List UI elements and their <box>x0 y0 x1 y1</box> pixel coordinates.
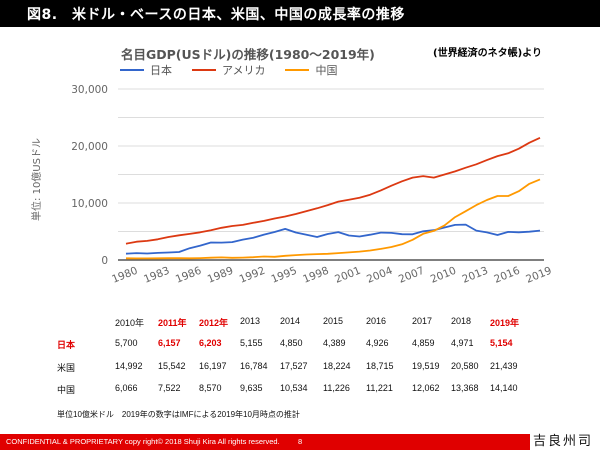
table-row-label: 米国 <box>57 363 76 373</box>
table-column-header: 2013 <box>240 316 261 326</box>
page-title: 図8. 米ドル・ベースの日本、米国、中国の成長率の推移 <box>27 7 405 23</box>
table-cell: 16,784 <box>240 361 268 371</box>
series-line-usa <box>125 136 541 245</box>
title-bar: 図8. 米ドル・ベースの日本、米国、中国の成長率の推移 <box>0 0 600 27</box>
x-tick-label: 1998 <box>301 265 330 286</box>
x-tick-label: 2013 <box>461 265 490 286</box>
table-cell: 14,992 <box>115 361 143 371</box>
legend-swatch-japan <box>120 69 144 71</box>
x-tick-label: 1983 <box>142 265 171 286</box>
table-cell: 20,580 <box>451 361 479 371</box>
table-cell: 9,635 <box>240 383 263 393</box>
x-tick-label: 2001 <box>333 265 362 286</box>
table-row-label: 日本 <box>57 340 76 350</box>
series-line-japan <box>125 223 541 255</box>
table-column-header: 2016 <box>366 316 387 326</box>
y-tick-label: 10,000 <box>71 198 108 210</box>
table-cell: 10,534 <box>280 383 308 393</box>
y-tick-label: 0 <box>101 255 108 267</box>
table-cell: 4,389 <box>323 338 346 348</box>
y-axis-label: 単位: 10億USドル <box>30 138 43 221</box>
table-cell: 11,221 <box>366 383 393 393</box>
table-cell: 21,439 <box>490 361 518 371</box>
legend-swatch-usa <box>192 69 216 71</box>
x-tick-label: 2010 <box>429 265 458 286</box>
legend-label-usa: アメリカ <box>222 64 266 77</box>
table-column-header: 2019年 <box>490 318 520 328</box>
table-column-header: 2017 <box>412 316 433 326</box>
table-cell: 4,926 <box>366 338 389 348</box>
page-number: 8 <box>298 437 303 446</box>
table-cell: 16,197 <box>199 361 227 371</box>
table-cell: 6,157 <box>158 338 181 348</box>
table-column-header: 2011年 <box>158 318 187 328</box>
x-tick-label: 2007 <box>397 265 426 286</box>
legend-item-china: 中国 <box>285 62 337 78</box>
table-cell: 15,542 <box>158 361 186 371</box>
legend-item-usa: アメリカ <box>192 62 265 78</box>
table-cell: 6,203 <box>199 338 222 348</box>
table-cell: 12,062 <box>412 383 440 393</box>
legend-label-china: 中国 <box>315 64 338 77</box>
table-cell: 4,859 <box>412 338 435 348</box>
series-line-china <box>125 178 541 260</box>
x-tick-label: 1992 <box>238 265 267 286</box>
y-tick-label: 20,000 <box>71 141 108 153</box>
footnote: 単位10億米ドル 2019年の数字はIMFによる2019年10月時点の推計 <box>57 410 300 419</box>
table-cell: 4,971 <box>451 338 474 348</box>
table-cell: 5,155 <box>240 338 263 348</box>
footer-bar: CONFIDENTIAL & PROPRIETARY copy right© 2… <box>0 434 530 450</box>
x-tick-label: 1989 <box>206 265 235 286</box>
table-cell: 19,519 <box>412 361 440 371</box>
table-cell: 8,570 <box>199 383 222 393</box>
x-tick-label: 2016 <box>492 265 522 286</box>
table-cell: 18,224 <box>323 361 351 371</box>
table-column-header: 2010年 <box>115 318 145 328</box>
table-cell: 11,226 <box>323 383 350 393</box>
legend-label-japan: 日本 <box>150 64 172 77</box>
table-cell: 5,700 <box>115 338 138 348</box>
table-cell: 18,715 <box>366 361 394 371</box>
table-cell: 7,522 <box>158 383 181 393</box>
table-column-header: 2015 <box>323 316 344 326</box>
table-row-label: 中国 <box>57 385 76 395</box>
brand-name: 吉良州司 <box>533 434 594 449</box>
chart-legend: 日本 アメリカ 中国 <box>120 62 337 78</box>
x-tick-label: 2004 <box>365 265 395 286</box>
chart-title: 名目GDP(USドル)の推移(1980〜2019年) <box>121 47 375 62</box>
table-column-header: 2014 <box>280 316 301 326</box>
legend-item-japan: 日本 <box>120 62 172 78</box>
x-tick-label: 2019 <box>524 265 553 286</box>
source-note: (世界経済のネタ帳)より <box>433 48 542 59</box>
table-cell: 6,066 <box>115 383 138 393</box>
table-column-header: 2012年 <box>199 318 229 328</box>
x-tick-label: 1980 <box>110 265 139 286</box>
legend-swatch-china <box>285 69 310 71</box>
x-tick-label: 1986 <box>174 265 204 286</box>
table-column-header: 2018 <box>451 316 472 326</box>
y-tick-label: 30,000 <box>71 84 108 96</box>
copyright-text: CONFIDENTIAL & PROPRIETARY copy right© 2… <box>6 437 280 446</box>
x-tick-label: 1995 <box>269 265 298 286</box>
table-cell: 17,527 <box>280 361 308 371</box>
table-cell: 4,850 <box>280 338 303 348</box>
table-cell: 5,154 <box>490 338 513 348</box>
table-cell: 14,140 <box>490 383 518 393</box>
table-cell: 13,368 <box>451 383 479 393</box>
